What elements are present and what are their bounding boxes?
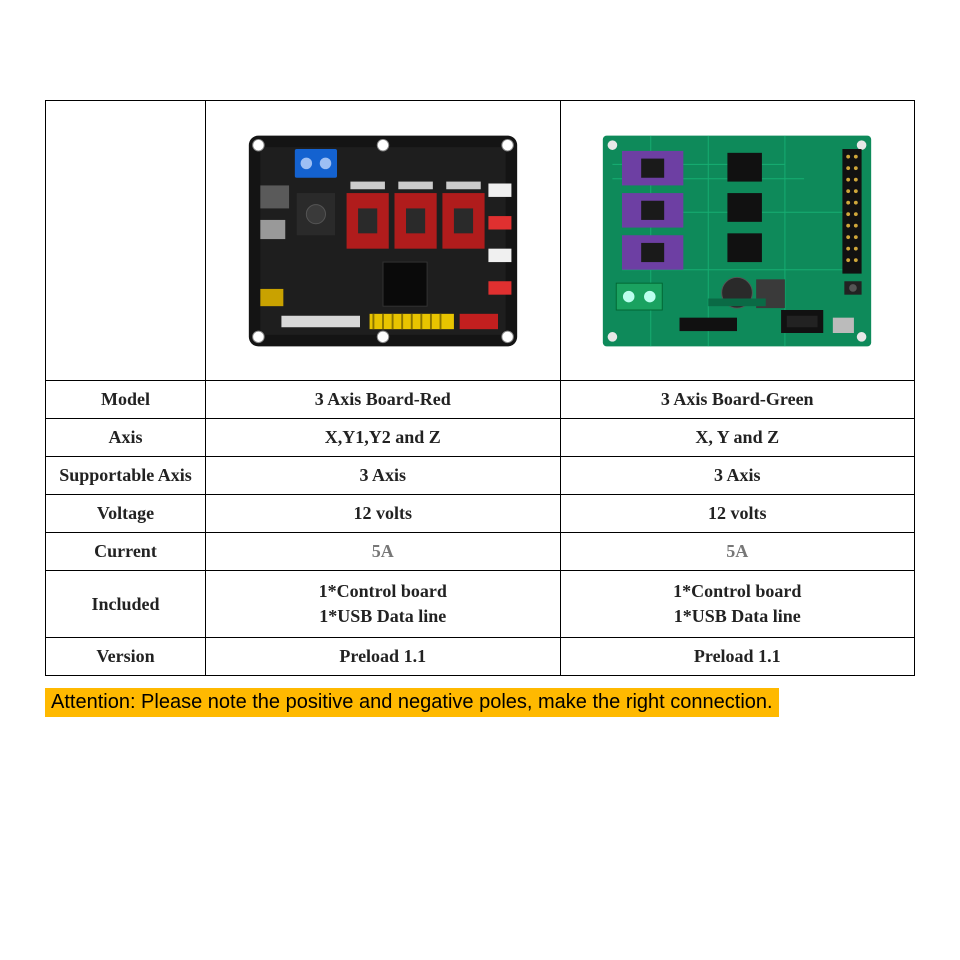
- cell-voltage-green: 12 volts: [560, 495, 915, 533]
- attention-banner: Attention: Please note the positive and …: [45, 688, 779, 717]
- image-cell-board-red: [206, 101, 561, 381]
- row-label-current: Current: [46, 533, 206, 571]
- cell-version-red: Preload 1.1: [206, 638, 561, 676]
- cell-model-green: 3 Axis Board-Green: [560, 381, 915, 419]
- cell-axis-green: X, Y and Z: [560, 419, 915, 457]
- included-green-line2: 1*USB Data line: [674, 606, 801, 626]
- included-green-line1: 1*Control board: [673, 581, 801, 601]
- driver-modules-purple: [622, 150, 683, 269]
- table-row: Model 3 Axis Board-Red 3 Axis Board-Gree…: [46, 381, 915, 419]
- row-label-supportable-axis: Supportable Axis: [46, 457, 206, 495]
- cell-axis-red: X,Y1,Y2 and Z: [206, 419, 561, 457]
- included-red-line2: 1*USB Data line: [319, 606, 446, 626]
- cell-voltage-red: 12 volts: [206, 495, 561, 533]
- cell-model-red: 3 Axis Board-Red: [206, 381, 561, 419]
- blank-header-cell: [46, 101, 206, 381]
- row-label-version: Version: [46, 638, 206, 676]
- cell-support-red: 3 Axis: [206, 457, 561, 495]
- included-red-line1: 1*Control board: [319, 581, 447, 601]
- board-red-illustration: [238, 126, 528, 356]
- cell-current-red: 5A: [206, 533, 561, 571]
- table-row-images: [46, 101, 915, 381]
- table-row: Axis X,Y1,Y2 and Z X, Y and Z: [46, 419, 915, 457]
- table-row: Version Preload 1.1 Preload 1.1: [46, 638, 915, 676]
- row-label-voltage: Voltage: [46, 495, 206, 533]
- table-row: Included 1*Control board 1*USB Data line…: [46, 571, 915, 638]
- cell-support-green: 3 Axis: [560, 457, 915, 495]
- cell-included-red: 1*Control board 1*USB Data line: [206, 571, 561, 638]
- row-label-included: Included: [46, 571, 206, 638]
- row-label-axis: Axis: [46, 419, 206, 457]
- cell-current-green: 5A: [560, 533, 915, 571]
- cell-version-green: Preload 1.1: [560, 638, 915, 676]
- row-label-model: Model: [46, 381, 206, 419]
- table-row: Voltage 12 volts 12 volts: [46, 495, 915, 533]
- image-cell-board-green: [560, 101, 915, 381]
- spec-table: Model 3 Axis Board-Red 3 Axis Board-Gree…: [45, 100, 915, 676]
- table-row: Current 5A 5A: [46, 533, 915, 571]
- board-green-illustration: [592, 126, 882, 356]
- cell-included-green: 1*Control board 1*USB Data line: [560, 571, 915, 638]
- table-row: Supportable Axis 3 Axis 3 Axis: [46, 457, 915, 495]
